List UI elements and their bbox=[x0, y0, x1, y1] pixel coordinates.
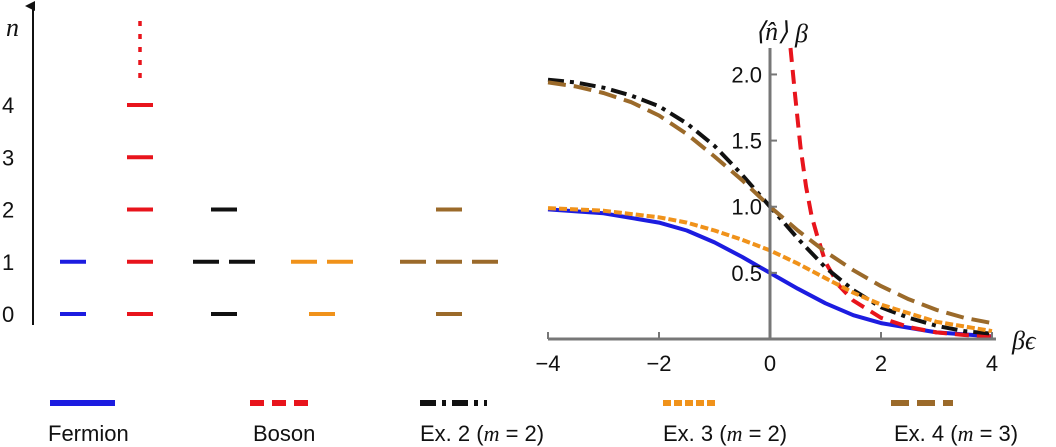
legend-label-ex4: Ex. 4 (m = 3) bbox=[894, 421, 1018, 446]
level-tick-label: 4 bbox=[2, 93, 14, 118]
x-ticks: −4 −2 0 2 4 bbox=[535, 332, 998, 376]
legend-label-ex2: Ex. 2 (m = 2) bbox=[420, 421, 544, 446]
x-tick-label: 0 bbox=[764, 351, 776, 376]
level-marks bbox=[60, 14, 498, 316]
y-axis-label-beta: β bbox=[794, 19, 808, 48]
legend: Fermion Boson Ex. 2 (m = 2) Ex. 3 (m = 2) Ex… bbox=[48, 400, 1018, 446]
y-tick-label: 1.0 bbox=[731, 195, 762, 220]
y-tick-label: 1.5 bbox=[731, 129, 762, 154]
series-boson bbox=[788, 47, 993, 339]
y-tick-label: 0.5 bbox=[731, 261, 762, 286]
x-tick-label: 2 bbox=[875, 351, 887, 376]
y-axis-label: ⟨n̂⟩ bbox=[755, 17, 788, 46]
legend-label-fermion: Fermion bbox=[48, 421, 129, 446]
n-axis-label: n bbox=[6, 13, 19, 42]
level-tick-label: 0 bbox=[2, 302, 14, 327]
y-tick-label: 2.0 bbox=[731, 62, 762, 87]
level-tick-label: 3 bbox=[2, 145, 14, 170]
level-tick-label: 2 bbox=[2, 198, 14, 223]
level-diagram: n 0 1 2 3 4 bbox=[2, 1, 498, 327]
y-ticks: 0.5 1.0 1.5 2.0 bbox=[731, 62, 777, 286]
level-tick-labels: 0 1 2 3 4 bbox=[2, 93, 14, 327]
legend-label-ex3: Ex. 3 (m = 2) bbox=[663, 421, 787, 446]
level-tick-label: 1 bbox=[2, 250, 14, 275]
occupation-chart: −4 −2 0 2 4 0.5 1.0 1.5 2.0 βϵ ⟨n̂⟩ β bbox=[535, 17, 1036, 376]
x-tick-label: −4 bbox=[535, 351, 560, 376]
x-tick-label: −2 bbox=[646, 351, 671, 376]
legend-label-boson: Boson bbox=[253, 421, 315, 446]
x-tick-label: 4 bbox=[986, 351, 998, 376]
x-axis-label: βϵ bbox=[1011, 326, 1037, 355]
